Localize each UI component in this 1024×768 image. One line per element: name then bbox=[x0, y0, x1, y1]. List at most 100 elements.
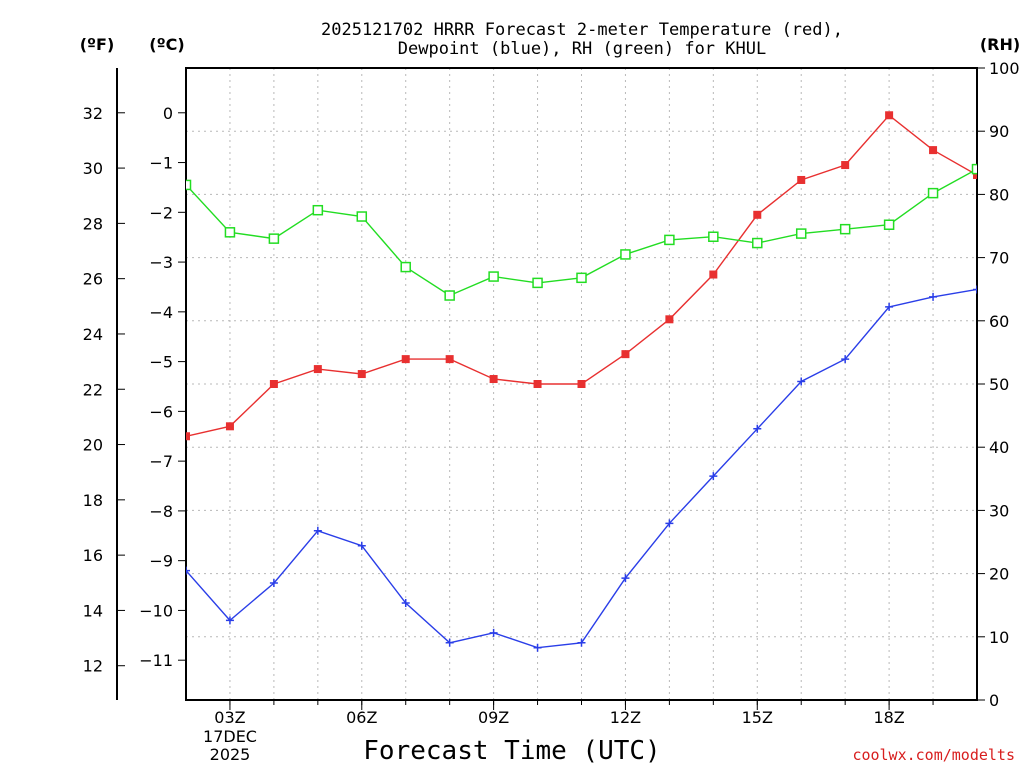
fahrenheit-tick-label: 20 bbox=[83, 436, 103, 455]
fahrenheit-tick-label: 26 bbox=[83, 270, 103, 289]
temperature-point bbox=[577, 380, 586, 388]
dewpoint-point bbox=[753, 424, 762, 433]
dewpoint-point bbox=[186, 566, 190, 575]
rh-tick-label: 100 bbox=[989, 59, 1020, 78]
x-tick-label: 12Z bbox=[610, 708, 641, 727]
dewpoint-point bbox=[973, 285, 977, 294]
rh-tick-label: 30 bbox=[989, 501, 1009, 520]
rh-tick-label: 80 bbox=[989, 185, 1009, 204]
credit-text: coolwx.com/modelts bbox=[852, 746, 1015, 764]
dewpoint-point bbox=[665, 519, 674, 528]
rh-tick-label: 10 bbox=[989, 628, 1009, 647]
temperature-point bbox=[489, 375, 498, 384]
celsius-tick-label: −8 bbox=[149, 502, 173, 521]
dewpoint-point bbox=[621, 574, 630, 583]
celsius-tick-label: −2 bbox=[149, 203, 173, 222]
celsius-tick-label: −7 bbox=[149, 452, 173, 471]
relative-humidity-point bbox=[356, 211, 368, 222]
temperature-point bbox=[269, 380, 278, 388]
axes: 0 −1 −2 −3 −4 −5 −6 −7 −8 −9 −10 −11 12 14 16 18 20 22 24 2… bbox=[83, 59, 1020, 727]
dewpoint-point bbox=[709, 472, 718, 481]
dewpoint-point bbox=[269, 579, 278, 588]
celsius-tick-label: −5 bbox=[149, 353, 173, 372]
celsius-tick-label: −1 bbox=[149, 154, 173, 173]
x-tick-label: 15Z bbox=[742, 708, 773, 727]
dewpoint-point bbox=[929, 292, 938, 301]
data-markers bbox=[186, 111, 977, 652]
relative-humidity-point bbox=[927, 187, 939, 199]
dewpoint-point bbox=[489, 628, 498, 637]
relative-humidity-point bbox=[839, 223, 851, 235]
relative-humidity-point bbox=[186, 179, 192, 191]
fahrenheit-tick-label: 28 bbox=[83, 214, 103, 233]
date-label-year: 2025 bbox=[210, 745, 251, 764]
dewpoint-point bbox=[225, 616, 234, 625]
dewpoint-point bbox=[445, 638, 454, 647]
rh-tick-label: 60 bbox=[989, 312, 1009, 331]
dewpoint-point bbox=[357, 541, 366, 550]
temperature-point bbox=[313, 365, 322, 374]
rh-tick-label: 70 bbox=[989, 249, 1009, 268]
relative-humidity-point bbox=[576, 272, 587, 284]
relative-humidity-point bbox=[224, 227, 236, 238]
dewpoint-point bbox=[313, 526, 322, 535]
temperature-point bbox=[841, 161, 850, 170]
x-axis-title: Forecast Time (UTC) bbox=[363, 736, 660, 766]
x-tick-label: 18Z bbox=[873, 708, 904, 727]
dewpoint-point bbox=[401, 598, 410, 607]
temperature-point bbox=[709, 270, 718, 279]
temperature-point bbox=[445, 355, 454, 364]
chart-title-line-1: 2025121702 HRRR Forecast 2-meter Tempera… bbox=[321, 20, 843, 40]
rh-tick-label: 20 bbox=[989, 565, 1009, 584]
dewpoint-point bbox=[797, 377, 806, 386]
celsius-tick-label: −10 bbox=[139, 601, 173, 620]
temperature-point bbox=[621, 350, 630, 359]
fahrenheit-tick-label: 22 bbox=[83, 380, 103, 399]
temperature-point bbox=[533, 380, 542, 388]
fahrenheit-tick-label: 14 bbox=[83, 601, 103, 620]
celsius-tick-label: 0 bbox=[163, 104, 173, 123]
fahrenheit-tick-label: 32 bbox=[83, 104, 103, 123]
fahrenheit-tick-label: 16 bbox=[83, 546, 103, 565]
relative-humidity-point bbox=[400, 261, 411, 273]
temperature-point bbox=[753, 210, 762, 219]
dewpoint-point bbox=[841, 355, 850, 364]
relative-humidity-point bbox=[532, 277, 543, 289]
temperature-point bbox=[665, 315, 674, 324]
celsius-unit-label: (ºC) bbox=[149, 35, 184, 54]
dewpoint-point bbox=[577, 638, 586, 647]
chart-title-line-2: Dewpoint (blue), RH (green) for KHUL bbox=[398, 39, 766, 59]
rh-unit-label: (RH) bbox=[980, 35, 1020, 54]
relative-humidity-point bbox=[664, 234, 675, 246]
celsius-tick-label: −9 bbox=[149, 552, 173, 571]
date-label-day: 17DEC bbox=[203, 727, 257, 746]
rh-tick-label: 40 bbox=[989, 438, 1009, 457]
celsius-tick-label: −3 bbox=[149, 253, 173, 272]
dewpoint-point bbox=[533, 643, 542, 652]
rh-tick-label: 0 bbox=[989, 691, 999, 710]
fahrenheit-tick-label: 24 bbox=[83, 325, 103, 344]
x-tick-label: 03Z bbox=[214, 708, 245, 727]
relative-humidity-point bbox=[708, 231, 719, 242]
celsius-tick-label: −6 bbox=[149, 402, 173, 421]
temperature-point bbox=[401, 355, 410, 364]
temperature-point bbox=[357, 370, 366, 379]
relative-humidity-point bbox=[795, 228, 807, 239]
fahrenheit-tick-label: 30 bbox=[83, 159, 103, 178]
dewpoint-point bbox=[885, 302, 894, 311]
relative-humidity-point bbox=[752, 237, 763, 249]
rh-tick-label: 90 bbox=[989, 122, 1009, 141]
x-tick-label: 09Z bbox=[478, 708, 509, 727]
x-tick-label: 06Z bbox=[346, 708, 377, 727]
temperature-point bbox=[929, 146, 938, 155]
relative-humidity-point bbox=[312, 204, 324, 216]
temperature-point bbox=[186, 432, 190, 441]
relative-humidity-point bbox=[883, 219, 895, 230]
relative-humidity-point bbox=[488, 271, 499, 282]
temperature-point bbox=[225, 422, 234, 431]
relative-humidity-point bbox=[620, 249, 631, 260]
dewpoint-line bbox=[186, 288, 977, 649]
fahrenheit-tick-label: 12 bbox=[83, 657, 103, 676]
